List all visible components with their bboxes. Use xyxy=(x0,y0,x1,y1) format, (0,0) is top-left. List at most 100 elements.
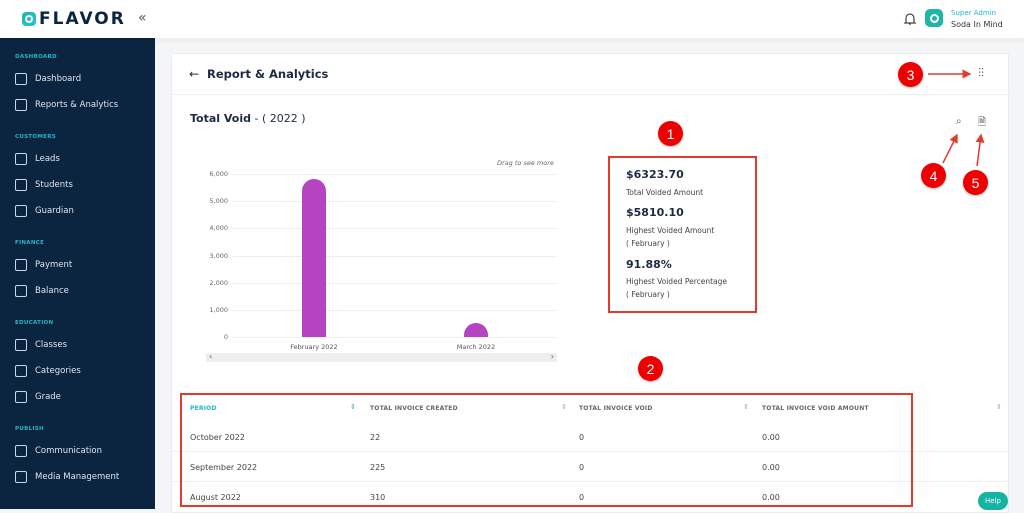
annotation-badge-5: 5 xyxy=(963,170,988,195)
search-icon[interactable]: ⌕ xyxy=(956,116,962,127)
annotation-badge-3: 3 xyxy=(898,62,923,87)
stats-summary: $6323.70 Total Voided Amount $5810.10 Hi… xyxy=(608,156,757,313)
y-tick-label: 3,000 xyxy=(209,251,228,260)
sidebar-section-title: DASHBOARD xyxy=(15,54,57,60)
table-cell: 22 xyxy=(370,433,381,442)
layers-icon xyxy=(15,365,27,377)
annotation-badge-1: 1 xyxy=(658,121,683,146)
table-cell: 225 xyxy=(370,463,386,472)
sidebar-item-categories[interactable]: Categories xyxy=(15,365,81,377)
row-divider xyxy=(172,451,1008,452)
table-cell: October 2022 xyxy=(190,433,245,442)
page-title: Report & Analytics xyxy=(207,67,329,81)
column-header[interactable]: TOTAL INVOICE CREATED xyxy=(370,405,458,412)
sort-icon[interactable]: ⇕ xyxy=(743,403,749,411)
table-cell: 0.00 xyxy=(762,433,780,442)
collapse-sidebar-icon[interactable]: « xyxy=(138,10,147,26)
column-header[interactable]: TOTAL INVOICE VOID xyxy=(579,405,653,412)
table-cell: 0.00 xyxy=(762,493,780,502)
table-cell: September 2022 xyxy=(190,463,258,472)
media-icon xyxy=(15,471,27,483)
export-document-icon[interactable]: 🗎 xyxy=(978,117,987,128)
sidebar-item-balance[interactable]: Balance xyxy=(15,285,69,297)
highest-voided-label: Highest Voided Amount xyxy=(626,226,715,235)
chart-scrollbar[interactable]: ‹ › xyxy=(206,352,557,362)
gridline xyxy=(233,309,557,311)
sidebar-item-label: Categories xyxy=(35,366,81,376)
sidebar-item-students[interactable]: Students xyxy=(15,179,73,191)
message-icon xyxy=(15,445,27,457)
id-card-icon xyxy=(15,179,27,191)
back-arrow-icon[interactable]: ← xyxy=(189,67,200,81)
drag-hint: Drag to see more xyxy=(497,159,554,167)
hierarchy-icon xyxy=(15,391,27,403)
ledger-icon xyxy=(15,285,27,297)
sidebar-item-leads[interactable]: Leads xyxy=(15,153,60,165)
brand-name: FLAVOR xyxy=(39,9,126,29)
table-cell: 0.00 xyxy=(762,463,780,472)
gridline xyxy=(233,337,557,338)
home-icon xyxy=(15,73,27,85)
sidebar-section-title: FINANCE xyxy=(15,240,45,246)
bar-march-2022[interactable] xyxy=(464,323,488,337)
row-divider xyxy=(172,481,1008,482)
total-voided-value: $6323.70 xyxy=(626,168,684,181)
filter-sliders-icon[interactable]: ⫶⫶ xyxy=(978,66,985,80)
avatar[interactable] xyxy=(925,9,943,27)
sidebar-item-communication[interactable]: Communication xyxy=(15,445,102,457)
highest-percentage-label: Highest Voided Percentage xyxy=(626,277,728,286)
book-icon xyxy=(15,339,27,351)
sidebar-item-label: Media Management xyxy=(35,472,120,482)
scroll-left-icon[interactable]: ‹ xyxy=(209,352,213,361)
sidebar-item-grade[interactable]: Grade xyxy=(15,391,61,403)
logo[interactable]: FLAVOR xyxy=(22,9,126,29)
sidebar-item-media-management[interactable]: Media Management xyxy=(15,471,119,483)
y-tick-label: 4,000 xyxy=(209,224,228,233)
user-role: Super Admin xyxy=(951,9,997,17)
sidebar-item-classes[interactable]: Classes xyxy=(15,339,67,351)
table-cell: 0 xyxy=(579,463,585,472)
column-header[interactable]: TOTAL INVOICE VOID AMOUNT xyxy=(762,405,869,412)
sidebar: DASHBOARD Dashboard Reports & Analytics CUS… xyxy=(0,38,155,509)
sort-icon[interactable]: ⇕ xyxy=(996,403,1002,411)
total-voided-label: Total Voided Amount xyxy=(626,188,704,197)
user-name[interactable]: Soda In Mind xyxy=(951,20,1003,29)
sort-icon[interactable]: ⇕ xyxy=(561,403,567,411)
annotation-badge-4: 4 xyxy=(921,163,946,188)
credit-card-icon xyxy=(15,259,27,271)
sidebar-section-title: PUBLISH xyxy=(15,426,44,432)
table-highlight-box xyxy=(180,393,913,507)
sidebar-item-guardian[interactable]: Guardian xyxy=(15,205,74,217)
signpost-icon xyxy=(15,153,27,165)
chart-title: Total Void - ( 2022 ) xyxy=(190,112,306,125)
sidebar-item-dashboard[interactable]: Dashboard xyxy=(15,73,81,85)
sidebar-item-label: Communication xyxy=(35,446,102,456)
gridline xyxy=(233,174,557,175)
column-header[interactable]: PERIOD xyxy=(190,405,217,412)
y-tick-label: 2,000 xyxy=(209,278,228,287)
sort-icon[interactable]: ⇕ xyxy=(350,403,356,411)
sidebar-item-label: Students xyxy=(35,180,73,190)
y-tick-label: 0 xyxy=(223,333,228,341)
help-button[interactable]: Help xyxy=(978,492,1008,510)
card-header: ← Report & Analytics ⫶⫶ xyxy=(172,54,1010,95)
bell-icon[interactable] xyxy=(903,11,917,27)
highest-voided-value: $5810.10 xyxy=(626,206,684,219)
chart-year: - ( 2022 ) xyxy=(251,112,306,125)
sidebar-item-payment[interactable]: Payment xyxy=(15,259,72,271)
sidebar-item-label: Grade xyxy=(35,392,61,402)
bar-february-2022[interactable] xyxy=(302,179,326,337)
table-cell: August 2022 xyxy=(190,493,241,502)
sidebar-section-title: EDUCATION xyxy=(15,320,54,326)
sidebar-item-label: Guardian xyxy=(35,206,74,216)
highest-percentage-month: ( February ) xyxy=(626,290,670,299)
sidebar-item-label: Balance xyxy=(35,286,69,296)
gridline xyxy=(233,282,557,284)
table-cell: 0 xyxy=(579,433,585,442)
scroll-right-icon[interactable]: › xyxy=(550,352,554,361)
x-tick-label: March 2022 xyxy=(456,343,496,351)
table-cell: 0 xyxy=(579,493,585,502)
sidebar-item-reports-analytics[interactable]: Reports & Analytics xyxy=(15,99,118,111)
y-tick-label: 6,000 xyxy=(209,170,228,178)
highest-percentage-value: 91.88% xyxy=(626,258,672,271)
